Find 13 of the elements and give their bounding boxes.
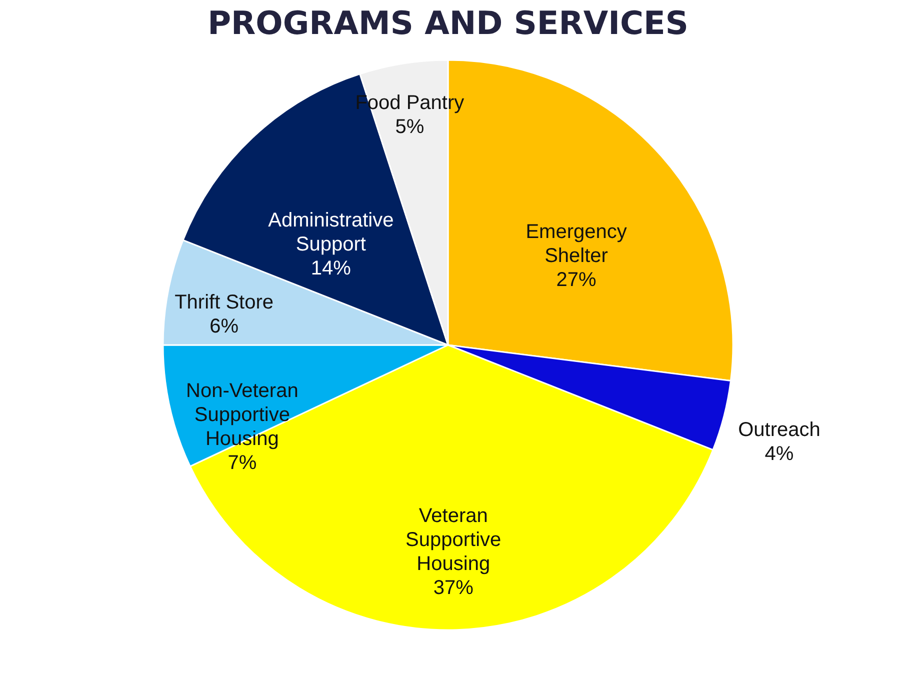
data-label: 4%	[764, 443, 794, 466]
data-label: 7%	[228, 452, 257, 474]
slice-label: Administrative Support	[268, 209, 394, 256]
slice-label: Outreach	[738, 419, 820, 442]
chart-title: PROGRAMS AND SERVICES	[208, 4, 688, 42]
slice-label: Emergency Shelter	[526, 220, 627, 267]
data-label: 27%	[556, 268, 596, 291]
data-label: 5%	[395, 116, 424, 138]
slice-label: Thrift Store	[174, 291, 274, 314]
data-label: 14%	[310, 257, 352, 280]
data-label: 6%	[210, 315, 239, 338]
data-label: 37%	[433, 576, 474, 599]
slice-label: Veteran Supportive Housing	[406, 504, 502, 575]
